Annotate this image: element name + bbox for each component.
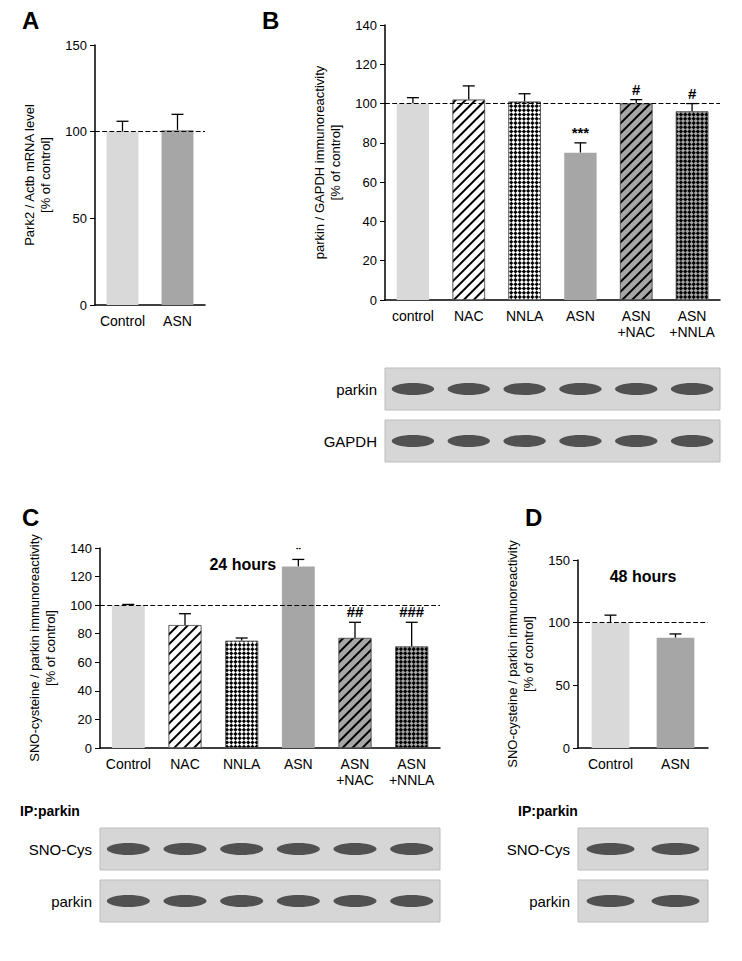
- svg-text:ASN: ASN: [678, 308, 707, 324]
- svg-text:50: 50: [73, 211, 87, 226]
- svg-text:150: 150: [548, 553, 570, 568]
- svg-text:ASN: ASN: [341, 756, 370, 772]
- svg-text:#: #: [632, 81, 641, 98]
- svg-text:50: 50: [556, 678, 570, 693]
- svg-text:60: 60: [363, 175, 377, 190]
- svg-text:#: #: [688, 85, 697, 102]
- svg-text:ASN: ASN: [284, 756, 313, 772]
- svg-text:60: 60: [78, 655, 92, 670]
- svg-text:parkin: parkin: [336, 381, 377, 398]
- svg-text:ASN: ASN: [622, 308, 651, 324]
- svg-text:B: B: [262, 7, 279, 34]
- svg-text:IP:parkin: IP:parkin: [20, 803, 80, 819]
- svg-text:ASN: ASN: [163, 313, 192, 329]
- svg-text:[% of control]: [% of control]: [521, 616, 536, 692]
- svg-text:ASN: ASN: [397, 756, 426, 772]
- svg-text:80: 80: [363, 135, 377, 150]
- svg-text:80: 80: [78, 626, 92, 641]
- svg-text:parkin / GAPDH immunoreactivit: parkin / GAPDH immunoreactivity: [312, 65, 327, 259]
- svg-text:Control: Control: [106, 756, 151, 772]
- svg-text:***: ***: [572, 124, 590, 141]
- svg-text:120: 120: [70, 569, 92, 584]
- svg-text:GAPDH: GAPDH: [324, 433, 377, 450]
- svg-text:100: 100: [548, 615, 570, 630]
- svg-text:SNO-Cys: SNO-Cys: [29, 841, 92, 858]
- svg-text:C: C: [22, 504, 39, 531]
- svg-text:Control: Control: [588, 756, 633, 772]
- svg-text:control: control: [392, 308, 434, 324]
- svg-text:A: A: [22, 7, 39, 34]
- svg-text:0: 0: [85, 741, 92, 756]
- svg-text:0: 0: [563, 741, 570, 756]
- svg-text:IP:parkin: IP:parkin: [518, 803, 578, 819]
- svg-text:*: *: [295, 540, 301, 557]
- svg-text:ASN: ASN: [661, 756, 690, 772]
- svg-text:NNLA: NNLA: [223, 756, 261, 772]
- svg-text:SNO-cysteine / parkin immunore: SNO-cysteine / parkin immunoreactivity: [505, 540, 520, 768]
- svg-text:+NAC: +NAC: [617, 324, 655, 340]
- svg-text:D: D: [525, 504, 542, 531]
- svg-text:SNO-Cys: SNO-Cys: [507, 841, 570, 858]
- svg-text:+NNLA: +NNLA: [669, 324, 715, 340]
- svg-text:40: 40: [363, 214, 377, 229]
- svg-text:0: 0: [370, 293, 377, 308]
- svg-text:parkin: parkin: [51, 893, 92, 910]
- svg-text:0: 0: [80, 298, 87, 313]
- svg-text:Control: Control: [100, 313, 145, 329]
- svg-text:NAC: NAC: [454, 308, 484, 324]
- svg-text:100: 100: [355, 96, 377, 111]
- svg-text:120: 120: [355, 57, 377, 72]
- svg-text:SNO-cysteine / parkin immunore: SNO-cysteine / parkin immunoreactivity: [27, 534, 42, 762]
- svg-text:[% of control]: [% of control]: [38, 137, 53, 213]
- svg-text:+NNLA: +NNLA: [389, 772, 435, 788]
- svg-text:[% of control]: [% of control]: [43, 610, 58, 686]
- svg-text:48 hours: 48 hours: [610, 568, 677, 585]
- svg-text:[% of control]: [% of control]: [328, 125, 343, 201]
- svg-text:150: 150: [65, 38, 87, 53]
- svg-text:140: 140: [355, 18, 377, 33]
- svg-text:100: 100: [70, 598, 92, 613]
- svg-text:40: 40: [78, 683, 92, 698]
- svg-text:24 hours: 24 hours: [209, 556, 276, 573]
- svg-text:Park2 / Actb mRNA level: Park2 / Actb mRNA level: [22, 104, 37, 246]
- svg-text:140: 140: [70, 541, 92, 556]
- svg-text:100: 100: [65, 124, 87, 139]
- svg-text:20: 20: [363, 253, 377, 268]
- svg-text:20: 20: [78, 712, 92, 727]
- svg-text:NNLA: NNLA: [506, 308, 544, 324]
- svg-text:+NAC: +NAC: [336, 772, 374, 788]
- svg-text:NAC: NAC: [170, 756, 200, 772]
- svg-text:ASN: ASN: [566, 308, 595, 324]
- svg-text:parkin: parkin: [529, 893, 570, 910]
